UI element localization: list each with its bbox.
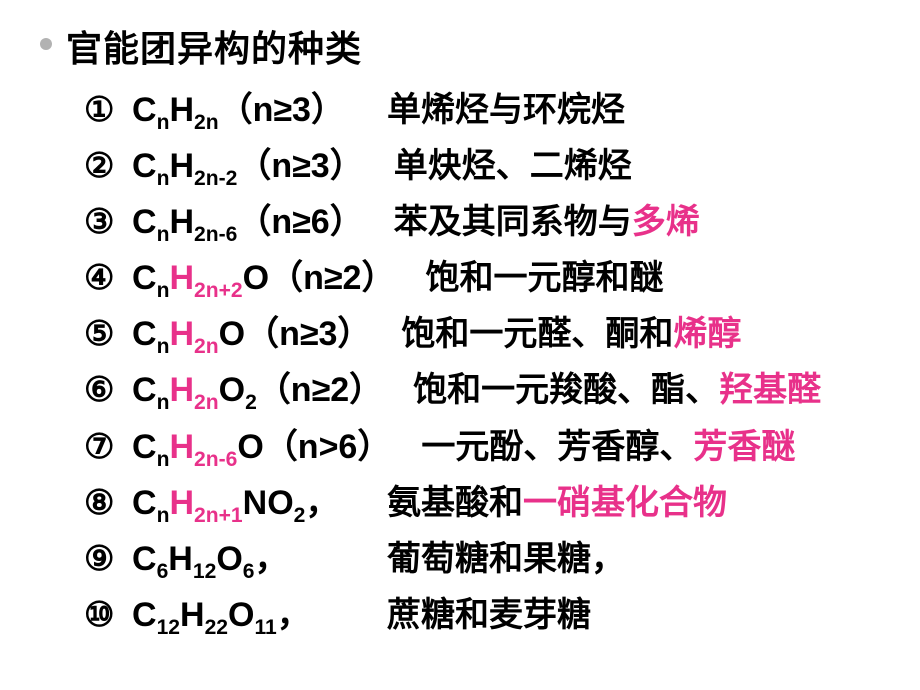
item-description: 苯及其同系物与多烯 [394, 194, 700, 250]
item-description: 饱和一元羧酸、酯、羟基醛 [413, 362, 821, 418]
condition: （n≥3） [219, 91, 345, 129]
chemical-formula: CnH2n-2（n≥3） [132, 138, 364, 194]
chemical-formula: C12H22O11， [132, 587, 357, 643]
chemical-formula: CnH2n（n≥3） [132, 82, 357, 138]
item-description: 饱和一元醇和醚 [425, 250, 663, 306]
chemical-formula: CnH2n+1NO2， [132, 475, 357, 531]
item-number: ① [84, 82, 132, 138]
condition: （n≥6） [237, 203, 363, 241]
condition: （n≥2） [269, 259, 395, 297]
item-number: ② [84, 138, 132, 194]
list-item: ⑨C6H12O6， 葡萄糖和果糖， [84, 531, 880, 587]
item-description: 饱和一元醛、酮和烯醇 [401, 306, 741, 362]
chemical-formula: CnH2n-6O（n>6） [132, 419, 391, 475]
condition: （n≥3） [237, 147, 363, 185]
condition: ， [277, 596, 311, 634]
condition: （n≥2） [257, 371, 383, 409]
list-item: ⑦CnH2n-6O（n>6） 一元酚、芳香醇、芳香醚 [84, 419, 880, 475]
chemical-formula: C6H12O6， [132, 531, 357, 587]
title-row: 官能团异构的种类 [40, 20, 880, 72]
item-number: ⑨ [84, 531, 132, 587]
item-description: 葡萄糖和果糖， [387, 531, 625, 587]
item-number: ⑧ [84, 475, 132, 531]
chemical-formula: CnH2n-6（n≥6） [132, 194, 364, 250]
page-title: 官能团异构的种类 [66, 20, 362, 72]
item-number: ⑦ [84, 419, 132, 475]
item-description: 氨基酸和一硝基化合物 [387, 475, 727, 531]
condition: （n≥3） [245, 315, 371, 353]
item-number: ⑤ [84, 306, 132, 362]
condition: ， [255, 540, 289, 578]
item-number: ⑥ [84, 362, 132, 418]
item-description: 蔗糖和麦芽糖 [387, 587, 591, 643]
list-item: ⑩C12H22O11， 蔗糖和麦芽糖 [84, 587, 880, 643]
chemical-formula: CnH2n+2O（n≥2） [132, 250, 395, 306]
item-description: 一元酚、芳香醇、芳香醚 [421, 419, 795, 475]
item-number: ③ [84, 194, 132, 250]
list-item: ⑥CnH2nO2（n≥2） 饱和一元羧酸、酯、羟基醛 [84, 362, 880, 418]
list-item: ⑧CnH2n+1NO2， 氨基酸和一硝基化合物 [84, 475, 880, 531]
list-item: ⑤CnH2nO（n≥3） 饱和一元醛、酮和烯醇 [84, 306, 880, 362]
list-item: ②CnH2n-2（n≥3） 单炔烃、二烯烃 [84, 138, 880, 194]
item-description: 单烯烃与环烷烃 [387, 82, 625, 138]
list-item: ③CnH2n-6（n≥6） 苯及其同系物与多烯 [84, 194, 880, 250]
list-item: ①CnH2n（n≥3） 单烯烃与环烷烃 [84, 82, 880, 138]
bullet-icon [40, 38, 52, 50]
item-description: 单炔烃、二烯烃 [394, 138, 632, 194]
list-item: ④CnH2n+2O（n≥2） 饱和一元醇和醚 [84, 250, 880, 306]
condition: （n>6） [264, 428, 392, 466]
item-number: ④ [84, 250, 132, 306]
chemical-formula: CnH2nO2（n≥2） [132, 362, 383, 418]
condition: ， [305, 484, 339, 522]
chemical-formula: CnH2nO（n≥3） [132, 306, 371, 362]
item-list: ①CnH2n（n≥3）单烯烃与环烷烃②CnH2n-2（n≥3）单炔烃、二烯烃③C… [40, 82, 880, 643]
item-number: ⑩ [84, 587, 132, 643]
